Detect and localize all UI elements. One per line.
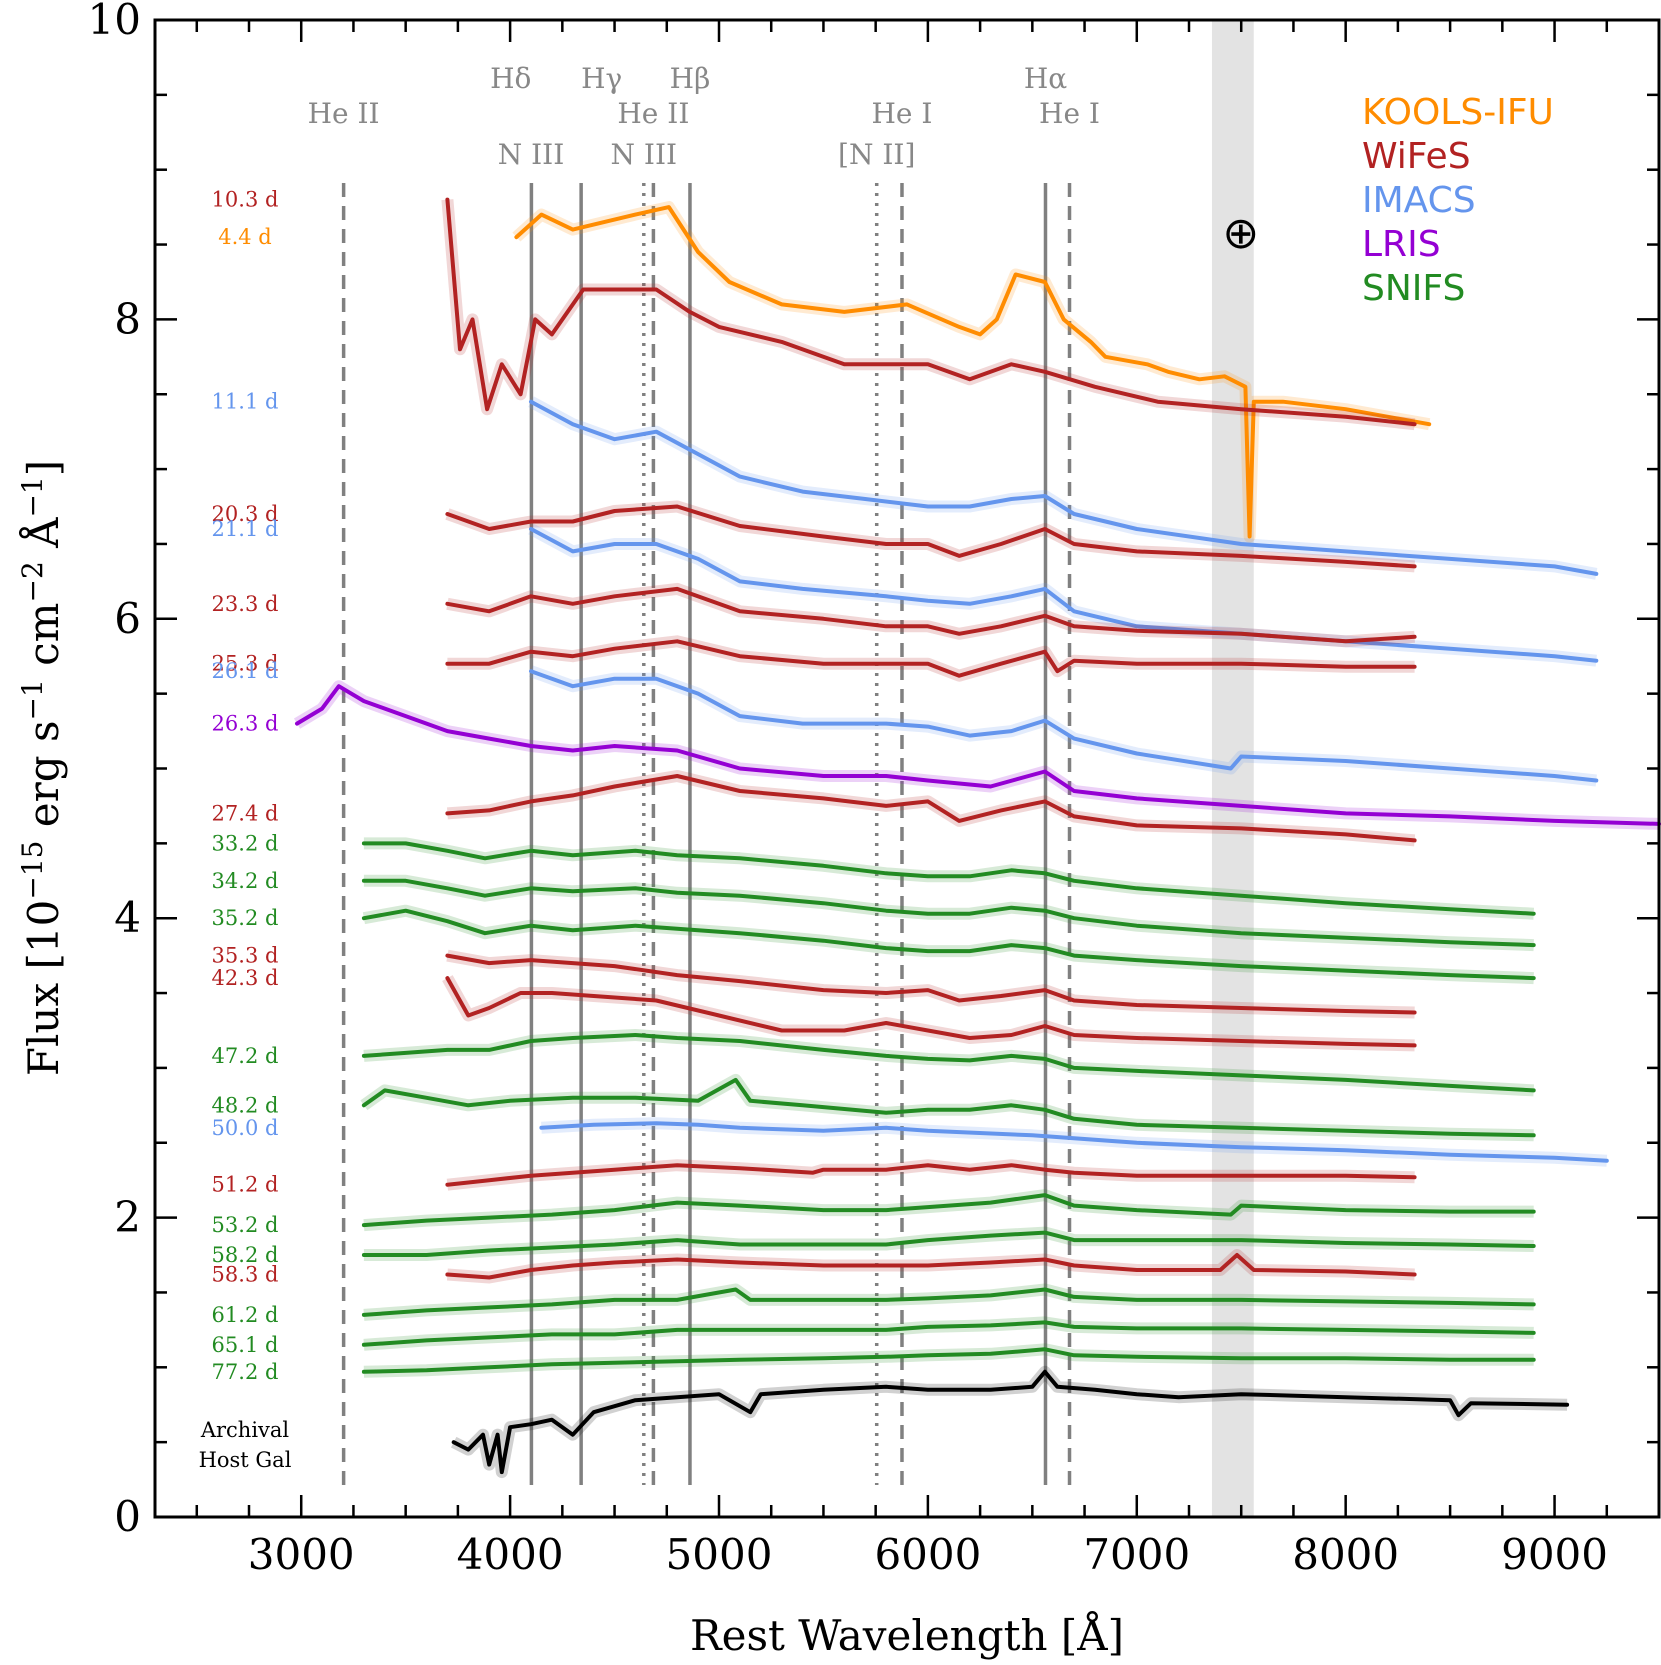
epoch-label-21-1-d: 21.1 d <box>212 517 279 541</box>
epoch-label-47-2-d: 47.2 d <box>212 1044 279 1068</box>
epoch-label-48-2-d: 48.2 d <box>212 1093 279 1117</box>
epoch-label-23-3-d: 23.3 d <box>212 592 279 616</box>
epoch-label-58-2-d: 58.2 d <box>212 1243 279 1267</box>
marker-label-h: Hγ <box>581 62 622 95</box>
marker-label-h: Hα <box>1024 62 1067 95</box>
x-tick-label: 4000 <box>457 1530 564 1579</box>
epoch-label-25-3-d: 25.3 d <box>212 652 279 676</box>
marker-label-he-i: He I <box>1039 97 1100 130</box>
epoch-label-27-4-d: 27.4 d <box>212 801 279 825</box>
epoch-label-53-2-d: 53.2 d <box>212 1213 279 1237</box>
epoch-label-42-3-d: 42.3 d <box>212 966 279 990</box>
x-tick-label: 3000 <box>248 1530 355 1579</box>
y-axis-title: Flux [10−15 erg s−1 cm−2 Å−1] <box>16 460 69 1076</box>
y-tick-label: 6 <box>114 594 141 643</box>
series-line-35-2-d <box>361 908 1536 981</box>
axes-frame: 3000 4000 5000 6000 7000 8000 9000 0 2 4 6 8 10 <box>88 0 1661 1579</box>
epoch-label-51-2-d: 51.2 d <box>212 1173 279 1197</box>
series-line-58-3-d <box>445 1253 1417 1280</box>
series-group <box>293 197 1661 1479</box>
y-title-sup: −1 <box>16 476 49 517</box>
x-tick-label: 9000 <box>1501 1530 1608 1579</box>
epoch-label-35-2-d: 35.2 d <box>212 906 279 930</box>
epoch-label-26-3-d: 26.3 d <box>212 712 279 736</box>
series-line-47-2-d <box>361 1033 1536 1093</box>
series-line-11-1-d <box>529 399 1599 576</box>
epoch-label-77-2-d: 77.2 d <box>212 1360 279 1384</box>
epoch-label-26-1-d: 26.1 d <box>212 659 279 683</box>
series-line-20-3-d <box>445 504 1417 569</box>
series-line-26-1-d <box>529 669 1599 783</box>
y-tick-label: 2 <box>114 1193 141 1242</box>
marker-label-he-i: He I <box>872 97 933 130</box>
x-tick-label: 6000 <box>874 1530 981 1579</box>
legend-item-wifes: WiFeS <box>1362 136 1471 177</box>
epoch-label-58-3-d: 58.3 d <box>212 1262 279 1286</box>
series-line-77-2-d <box>361 1347 1536 1374</box>
y-title-sup: −15 <box>16 841 49 900</box>
marker-label-he-ii: He II <box>617 97 689 130</box>
x-tick-label: 7000 <box>1083 1530 1190 1579</box>
series-line-65-1-d <box>361 1320 1536 1347</box>
marker-label-n-ii: [N II] <box>838 138 915 171</box>
series-line-23-3-d <box>445 586 1417 644</box>
marker-label-h: Hβ <box>670 62 711 95</box>
series-line-34-2-d <box>361 878 1536 948</box>
y-title-part: Flux [10 <box>19 900 68 1077</box>
marker-label-n-iii: N III <box>611 138 678 171</box>
epoch-label-35-3-d: 35.3 d <box>212 944 279 968</box>
legend-item-lris: LRIS <box>1362 224 1441 265</box>
series-line-27-4-d <box>445 774 1417 843</box>
series-line-53-2-d <box>361 1193 1536 1228</box>
epoch-label-65-1-d: 65.1 d <box>212 1333 279 1357</box>
y-title-sup: −2 <box>16 561 49 602</box>
series-line-4-4-d <box>514 205 1432 539</box>
series-line-51-2-d <box>445 1163 1417 1187</box>
series-line-archival-host-gal <box>451 1369 1570 1475</box>
telluric-symbol: ⊕ <box>1222 208 1259 259</box>
marker-label-he-ii: He II <box>308 97 380 130</box>
epoch-label-10-3-d: 10.3 d <box>212 188 279 212</box>
y-title-part: erg s <box>19 720 68 840</box>
marker-label-h: Hδ <box>490 62 531 95</box>
series-line-50-0-d <box>539 1121 1609 1163</box>
y-tick-label: 4 <box>114 893 141 942</box>
legend-item-imacs: IMACS <box>1362 180 1476 221</box>
marker-label-n-iii: N III <box>498 138 565 171</box>
series-line-48-2-d <box>361 1077 1536 1138</box>
epoch-label-33-2-d: 33.2 d <box>212 831 279 855</box>
epoch-label-11-1-d: 11.1 d <box>212 390 279 414</box>
y-tick-label: 10 <box>88 0 141 44</box>
x-axis-title: Rest Wavelength [Å] <box>690 1610 1124 1660</box>
series-line-58-2-d <box>361 1230 1536 1257</box>
epoch-label-4-4-d: 4.4 d <box>218 225 272 249</box>
series-line-35-3-d <box>445 953 1417 1015</box>
epoch-label-34-2-d: 34.2 d <box>212 869 279 893</box>
epoch-label-20-3-d: 20.3 d <box>212 502 279 526</box>
series-line-26-3-d <box>295 684 1661 826</box>
series-line-25-3-d <box>445 639 1417 678</box>
x-tick-label: 5000 <box>666 1530 773 1579</box>
host-label-line1: Archival <box>200 1418 290 1442</box>
epoch-labels: 4.4 d 10.3 d 11.1 d 20.3 d21.1 d 23.3 d 25.3 … <box>212 188 279 1384</box>
series-line-33-2-d <box>361 841 1536 916</box>
series-line-61-2-d <box>361 1287 1536 1317</box>
x-tick-label: 8000 <box>1292 1530 1399 1579</box>
legend-item-kools-ifu: KOOLS-IFU <box>1362 92 1554 133</box>
legend-item-snifs: SNIFS <box>1362 268 1465 309</box>
host-label-line2: Host Gal <box>199 1448 292 1472</box>
y-title-part: cm <box>19 602 68 679</box>
series-line-42-3-d <box>445 976 1417 1048</box>
series-line-10-3-d <box>445 197 1417 427</box>
y-title-sup: −1 <box>16 679 49 720</box>
y-title-part: Å <box>18 517 68 561</box>
y-tick-label: 0 <box>114 1492 141 1541</box>
epoch-label-50-0-d: 50.0 d <box>212 1116 279 1140</box>
epoch-label-61-2-d: 61.2 d <box>212 1303 279 1327</box>
y-tick-label: 8 <box>114 294 141 343</box>
y-title-part: ] <box>19 460 68 476</box>
